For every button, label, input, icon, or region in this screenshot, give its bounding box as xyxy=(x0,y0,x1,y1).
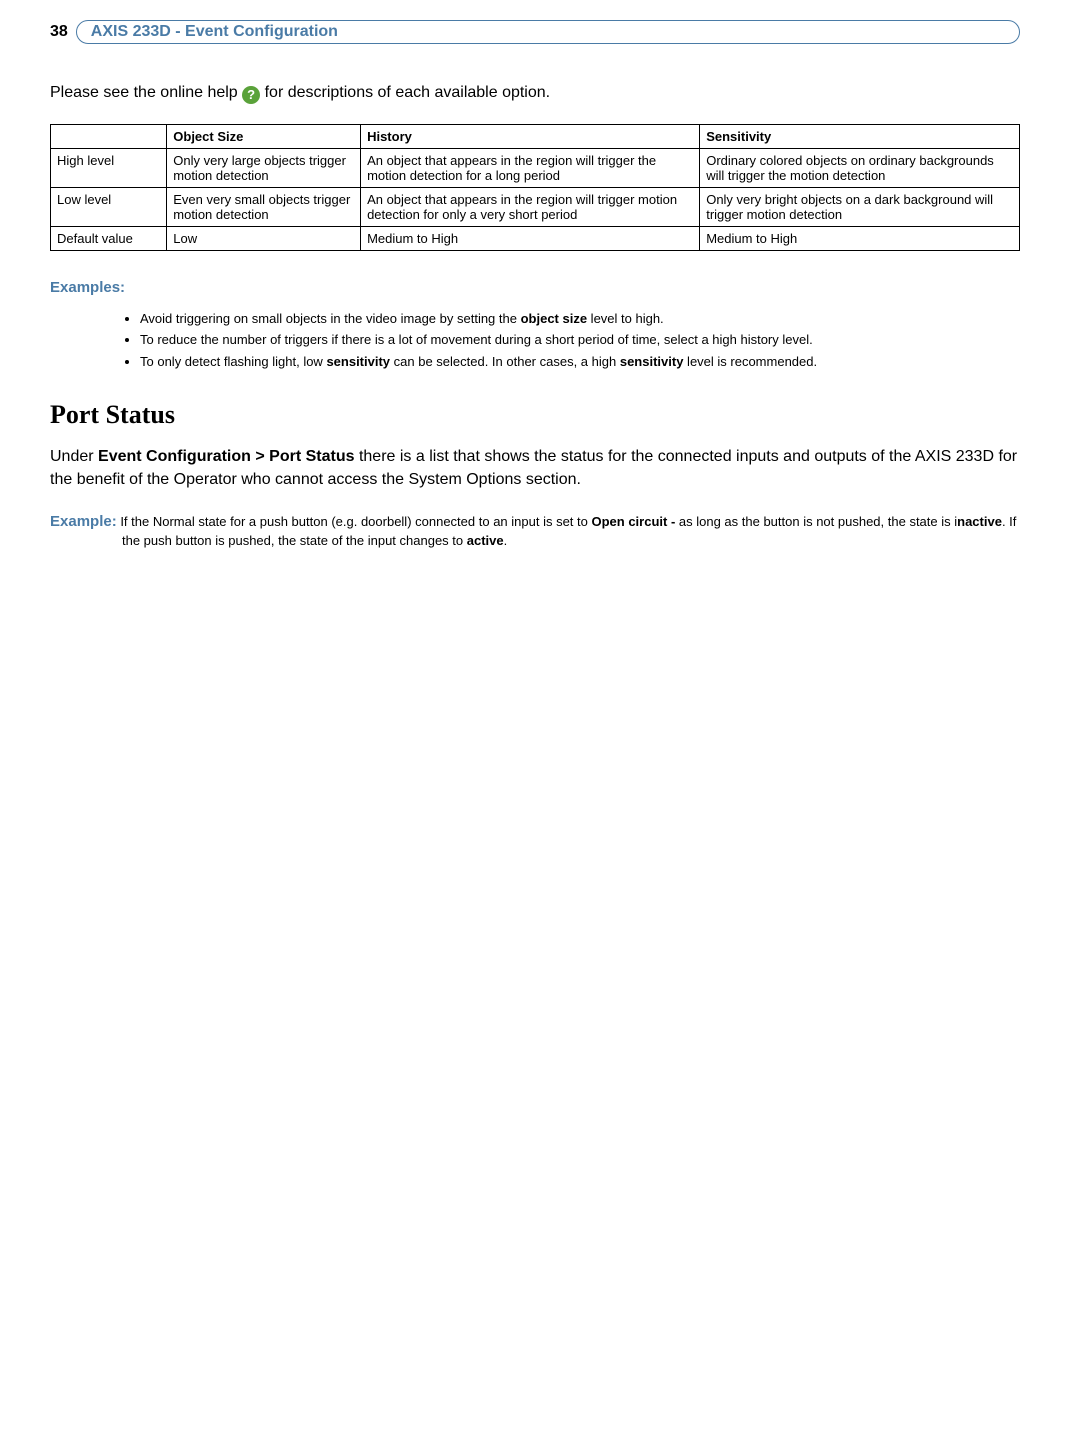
text: If the Normal state for a push button (e… xyxy=(117,514,592,529)
page-number: 38 xyxy=(50,23,68,41)
text: Avoid triggering on small objects in the… xyxy=(140,311,521,326)
cell: High level xyxy=(51,148,167,187)
table-row: High level Only very large objects trigg… xyxy=(51,148,1020,187)
bold-text: nactive xyxy=(957,514,1002,529)
table-row: Default value Low Medium to High Medium … xyxy=(51,226,1020,250)
bold-text: sensitivity xyxy=(620,354,684,369)
bold-text: active xyxy=(467,533,504,548)
text: Under xyxy=(50,448,98,465)
header-capsule: AXIS 233D - Event Configuration xyxy=(76,20,1020,44)
bold-text: Open circuit - xyxy=(591,514,675,529)
example-lead: Example: xyxy=(50,513,117,530)
list-item: To reduce the number of triggers if ther… xyxy=(140,331,990,349)
cell: Medium to High xyxy=(700,226,1020,250)
cell: Ordinary colored objects on ordinary bac… xyxy=(700,148,1020,187)
intro-text: Please see the online help ? for descrip… xyxy=(50,84,1020,104)
bold-text: object size xyxy=(521,311,587,326)
cell: An object that appears in the region wil… xyxy=(361,148,700,187)
table-header-row: Object Size History Sensitivity xyxy=(51,124,1020,148)
cell: An object that appears in the region wil… xyxy=(361,187,700,226)
text: can be selected. In other cases, a high xyxy=(390,354,620,369)
list-item: Avoid triggering on small objects in the… xyxy=(140,310,990,328)
help-icon: ? xyxy=(242,86,260,104)
example-block: Example: If the Normal state for a push … xyxy=(50,511,1020,550)
intro-prefix: Please see the online help xyxy=(50,84,242,101)
bold-text: sensitivity xyxy=(326,354,390,369)
cell: Low xyxy=(167,226,361,250)
cell: Only very bright objects on a dark backg… xyxy=(700,187,1020,226)
header-title: AXIS 233D - Event Configuration xyxy=(91,23,338,41)
intro-suffix: for descriptions of each available optio… xyxy=(265,84,551,101)
cell: Low level xyxy=(51,187,167,226)
col-blank xyxy=(51,124,167,148)
col-sensitivity: Sensitivity xyxy=(700,124,1020,148)
section-heading: Port Status xyxy=(50,400,1020,430)
table-row: Low level Even very small objects trigge… xyxy=(51,187,1020,226)
parameters-table: Object Size History Sensitivity High lev… xyxy=(50,124,1020,251)
list-item: To only detect flashing light, low sensi… xyxy=(140,353,990,371)
cell: Only very large objects trigger motion d… xyxy=(167,148,361,187)
text: level is recommended. xyxy=(683,354,817,369)
examples-list: Avoid triggering on small objects in the… xyxy=(140,310,990,371)
page-header: 38 AXIS 233D - Event Configuration xyxy=(50,20,1020,44)
text: To reduce the number of triggers if ther… xyxy=(140,332,813,347)
col-object-size: Object Size xyxy=(167,124,361,148)
col-history: History xyxy=(361,124,700,148)
text: level to high. xyxy=(587,311,664,326)
cell: Default value xyxy=(51,226,167,250)
examples-heading: Examples: xyxy=(50,279,1020,296)
section-body: Under Event Configuration > Port Status … xyxy=(50,446,1020,491)
text: . xyxy=(504,533,508,548)
text: To only detect flashing light, low xyxy=(140,354,326,369)
cell: Medium to High xyxy=(361,226,700,250)
text: as long as the button is not pushed, the… xyxy=(675,514,957,529)
cell: Even very small objects trigger motion d… xyxy=(167,187,361,226)
bold-text: Event Configuration > Port Status xyxy=(98,448,354,465)
